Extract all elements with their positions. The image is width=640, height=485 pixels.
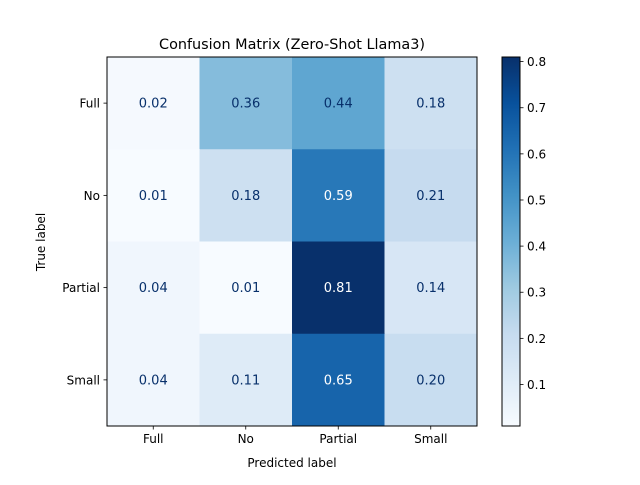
- y-axis-ticks: Full No Partial Small: [62, 97, 107, 387]
- cell-value-label: 0.18: [231, 189, 260, 204]
- colorbar-tick-label: 0.2: [527, 332, 546, 346]
- y-tick-label: Small: [67, 373, 100, 387]
- chart-title: Confusion Matrix (Zero-Shot Llama3): [159, 37, 425, 53]
- x-tick-label: Partial: [319, 432, 357, 446]
- y-tick-label: Full: [79, 97, 100, 111]
- heatmap-cell-no-full: [107, 149, 200, 242]
- x-axis-ticks: Full No Partial Small: [143, 426, 447, 446]
- cell-value-label: 0.02: [139, 97, 168, 112]
- cell-value-label: 0.59: [324, 189, 353, 204]
- x-tick-label: No: [238, 432, 254, 446]
- cell-value-label: 0.36: [231, 97, 260, 112]
- cell-value-label: 0.14: [416, 281, 445, 296]
- cell-value-label: 0.01: [139, 189, 168, 204]
- colorbar-tick-label: 0.3: [527, 286, 546, 300]
- heatmap-cell-small-small: [384, 333, 478, 427]
- colorbar-tick-label: 0.8: [527, 55, 546, 69]
- x-tick-label: Small: [414, 432, 447, 446]
- heatmap-cells: [107, 57, 478, 427]
- cell-value-label: 0.21: [416, 189, 445, 204]
- heatmap-cell-small-partial: [292, 333, 385, 427]
- heatmap-cell-full-small: [384, 57, 478, 150]
- cell-value-label: 0.01: [231, 281, 260, 296]
- y-tick-label: Partial: [62, 281, 100, 295]
- x-axis-label: Predicted label: [247, 456, 336, 470]
- cell-value-label: 0.11: [231, 373, 260, 388]
- cell-value-label: 0.44: [324, 97, 353, 112]
- heatmap-cell-labels: 0.02 0.36 0.44 0.18 0.01 0.18 0.59 0.21 0.04 0.01…: [139, 97, 445, 389]
- heatmap-cell-no-small: [384, 149, 478, 242]
- heatmap-cell-small-full: [107, 333, 200, 427]
- heatmap-cell-full-partial: [292, 57, 385, 150]
- cell-value-label: 0.18: [416, 97, 445, 112]
- heatmap-cell-partial-small: [384, 241, 478, 335]
- colorbar-ticks: 0.1 0.2 0.3 0.4 0.5 0.6 0.7 0.8: [520, 55, 546, 392]
- cell-value-label: 0.04: [139, 373, 168, 388]
- heatmap-cell-partial-full: [107, 241, 200, 335]
- cell-value-label: 0.81: [324, 281, 353, 296]
- heatmap-cell-small-no: [199, 333, 293, 427]
- colorbar-tick-label: 0.7: [527, 101, 546, 115]
- colorbar-tick-label: 0.1: [527, 378, 546, 392]
- y-axis-label: True label: [34, 213, 48, 272]
- plot-frame: [106, 56, 478, 427]
- heatmap-cell-full-full: [107, 57, 200, 150]
- heatmap-cell-partial-no: [199, 241, 293, 335]
- cell-value-label: 0.65: [324, 373, 353, 388]
- heatmap-cell-full-no: [199, 57, 293, 150]
- colorbar: [501, 56, 521, 427]
- heatmap-cell-partial-partial: [292, 241, 385, 335]
- cell-value-label: 0.20: [416, 373, 445, 388]
- colorbar-tick-label: 0.5: [527, 193, 546, 207]
- x-tick-label: Full: [143, 432, 164, 446]
- heatmap-cell-no-no: [199, 149, 293, 242]
- colorbar-tick-label: 0.6: [527, 147, 546, 161]
- colorbar-tick-label: 0.4: [527, 240, 546, 254]
- cell-value-label: 0.04: [139, 281, 168, 296]
- y-tick-label: No: [84, 189, 100, 203]
- heatmap-cell-no-partial: [292, 149, 385, 242]
